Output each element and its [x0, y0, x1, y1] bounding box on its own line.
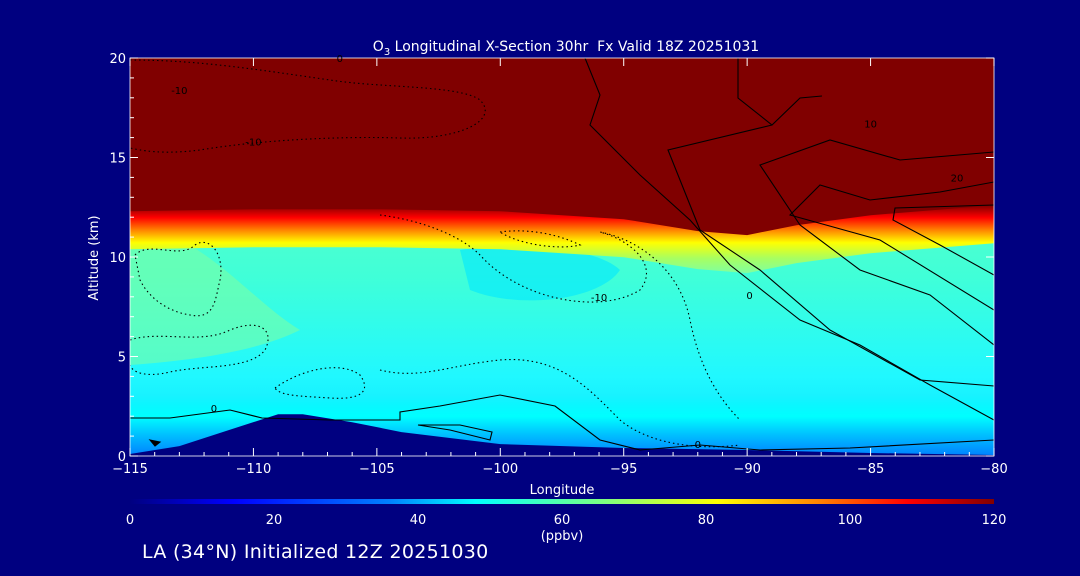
contour-label: -10 — [245, 138, 261, 149]
x-tick-label: −90 — [733, 462, 760, 477]
colorbar-tick-label: 120 — [982, 513, 1007, 528]
x-tick-label: −95 — [610, 462, 637, 477]
colorbar-tick-label: 40 — [410, 513, 427, 528]
contour-line — [788, 181, 994, 311]
contour-line — [667, 58, 994, 387]
contour-label: 0 — [695, 440, 701, 451]
contour-line — [417, 424, 493, 441]
y-tick-label: 10 — [109, 251, 126, 266]
contour-line — [274, 367, 366, 399]
contour-label: 0 — [746, 291, 752, 302]
contour-line — [148, 439, 162, 447]
x-axis: −115 −110 −105 −100 −95 −90 −85 −80 — [112, 58, 1008, 477]
y-tick-label: 15 — [109, 152, 126, 167]
contour-line — [134, 241, 222, 317]
contour-label: 0 — [211, 404, 217, 415]
x-tick-label: −115 — [112, 462, 148, 477]
tropopause-gradient — [130, 205, 994, 274]
y-tick-label: 0 — [118, 450, 126, 465]
contour-label: 10 — [864, 120, 877, 131]
colorbar-tick-label: 60 — [554, 513, 571, 528]
y-axis: 0 5 10 15 20 — [109, 52, 994, 465]
contour-line — [498, 230, 582, 248]
solid-contours — [130, 58, 994, 451]
contour-line — [584, 58, 994, 421]
x-tick-label: −110 — [236, 462, 272, 477]
x-axis-label: Longitude — [530, 483, 595, 498]
contour-labels: -10 -10 0 -10 0 10 20 0 0 — [171, 54, 963, 451]
footer-caption: LA (34°N) Initialized 12Z 20251030 — [142, 541, 489, 563]
colorbar-tick-label: 20 — [266, 513, 283, 528]
dotted-contours — [130, 59, 741, 448]
contour-line — [892, 204, 994, 276]
mid-level-high-patch — [130, 225, 300, 365]
contour-line — [379, 214, 741, 421]
colorbar-unit-label: (ppbv) — [541, 529, 584, 544]
colorbar-tick-label: 0 — [126, 513, 134, 528]
mid-level-low-patch — [460, 246, 620, 301]
contour-label: -10 — [171, 86, 187, 97]
colorbar-ticks: 0 20 40 60 80 100 120 — [126, 513, 1007, 528]
x-tick-label: −105 — [359, 462, 395, 477]
contour-line — [130, 394, 994, 451]
plot-area — [130, 58, 994, 456]
y-tick-label: 5 — [118, 351, 126, 366]
contour-line — [759, 139, 994, 346]
x-tick-label: −80 — [980, 462, 1007, 477]
contour-label: 20 — [951, 173, 964, 184]
terrain — [130, 414, 994, 456]
x-tick-label: −100 — [482, 462, 518, 477]
chart-title: O3 Longitudinal X-Section 30hr Fx Valid … — [373, 39, 759, 58]
colorbar-tick-label: 80 — [698, 513, 715, 528]
contour-label: -10 — [591, 293, 607, 304]
y-axis-label: Altitude (km) — [87, 215, 102, 300]
colorbar — [130, 499, 994, 504]
contour-label: 0 — [337, 54, 343, 65]
contour-line — [130, 324, 269, 375]
y-tick-label: 20 — [109, 52, 126, 67]
x-tick-label: −85 — [857, 462, 884, 477]
colorbar-tick-label: 100 — [838, 513, 863, 528]
